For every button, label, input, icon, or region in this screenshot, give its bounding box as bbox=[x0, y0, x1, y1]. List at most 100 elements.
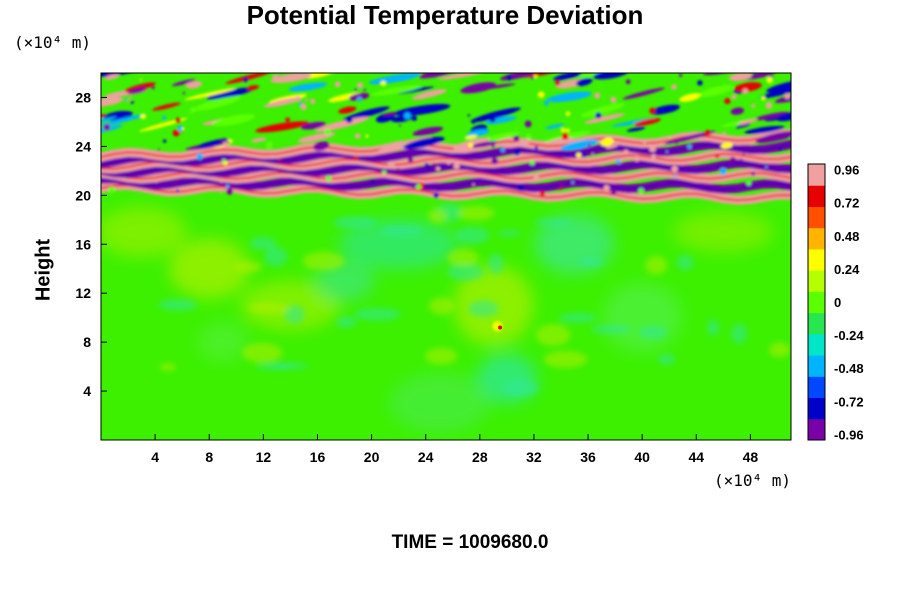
wave-streak bbox=[315, 116, 369, 132]
speckle bbox=[219, 191, 222, 194]
lower-region-variations bbox=[101, 207, 774, 434]
y-tick-label: 24 bbox=[75, 138, 91, 154]
speckle bbox=[220, 139, 224, 143]
speckle bbox=[649, 107, 656, 115]
speckle bbox=[610, 189, 617, 196]
wave-streak bbox=[626, 126, 646, 132]
speckle bbox=[295, 96, 301, 102]
speckle bbox=[427, 166, 431, 170]
speckle bbox=[739, 158, 744, 163]
eddy bbox=[535, 218, 572, 227]
eddy bbox=[335, 316, 357, 328]
colorbar-swatch bbox=[808, 270, 825, 292]
speckle bbox=[784, 93, 791, 99]
speckle bbox=[534, 146, 539, 150]
colorbar: 0.96 0.72 0.48 0.24 0 -0.24 -0.48 -0.72 -0.96 bbox=[807, 163, 864, 442]
eddy bbox=[264, 247, 288, 267]
speckle bbox=[565, 128, 570, 133]
speckle bbox=[225, 184, 230, 188]
soft-blob bbox=[314, 260, 375, 301]
wave-streak bbox=[396, 86, 435, 94]
wave-streak bbox=[348, 92, 370, 101]
speckle bbox=[154, 178, 159, 183]
speckle bbox=[674, 140, 678, 144]
speckle bbox=[424, 162, 429, 167]
eddy bbox=[769, 342, 791, 358]
x-tick-label: 16 bbox=[310, 449, 326, 465]
speckle bbox=[219, 178, 224, 183]
wave-streak bbox=[600, 137, 614, 147]
speckle bbox=[491, 143, 495, 148]
eddy bbox=[268, 362, 309, 370]
colorbar-tick-label: -0.72 bbox=[834, 394, 864, 409]
wave-streak bbox=[338, 106, 357, 114]
speckle bbox=[162, 115, 167, 120]
speckle bbox=[746, 181, 752, 186]
speckle bbox=[778, 147, 782, 152]
speckle bbox=[363, 88, 366, 91]
speckle bbox=[524, 120, 532, 128]
wave-streak bbox=[730, 107, 745, 115]
eddy bbox=[677, 254, 694, 271]
speckle bbox=[411, 115, 417, 121]
eddy bbox=[455, 226, 490, 245]
colorbar-frame bbox=[807, 163, 826, 441]
wave-streak bbox=[101, 73, 143, 77]
eddy bbox=[447, 263, 484, 281]
speckle bbox=[587, 143, 591, 147]
speckle bbox=[345, 116, 353, 124]
soft-blob bbox=[101, 207, 187, 258]
wave-streak bbox=[101, 114, 147, 127]
eddy bbox=[302, 251, 345, 271]
soft-blob bbox=[389, 373, 490, 434]
strat-layer-edge bbox=[101, 152, 791, 170]
speckle bbox=[176, 189, 180, 193]
speckle bbox=[398, 124, 401, 127]
wave-streak bbox=[127, 87, 147, 94]
speckle bbox=[595, 112, 602, 119]
strat-layer-edge bbox=[101, 178, 791, 191]
soft-blob bbox=[197, 322, 248, 363]
speckle bbox=[537, 91, 545, 98]
wave-streak bbox=[196, 138, 229, 148]
wave-streak bbox=[464, 135, 478, 140]
speckle bbox=[737, 183, 743, 189]
speckle bbox=[403, 112, 411, 120]
colorbar-swatch bbox=[808, 206, 825, 229]
wave-streak bbox=[584, 113, 626, 124]
speckle bbox=[724, 97, 731, 105]
speckle bbox=[325, 175, 332, 182]
eddy bbox=[158, 298, 197, 311]
soft-blob bbox=[240, 280, 341, 331]
speckle bbox=[591, 152, 594, 155]
speckle bbox=[489, 116, 496, 123]
wave-streak bbox=[185, 81, 203, 89]
speckle bbox=[108, 186, 115, 194]
speckle bbox=[480, 182, 485, 188]
speckle bbox=[446, 159, 452, 165]
wave-streak bbox=[225, 73, 272, 85]
y-tick-label: 16 bbox=[75, 236, 91, 252]
eddy bbox=[248, 302, 290, 314]
speckle bbox=[140, 113, 146, 120]
soft-blob bbox=[673, 212, 774, 253]
wave-streak bbox=[206, 87, 255, 100]
speckle bbox=[571, 181, 575, 184]
speckle bbox=[103, 123, 111, 131]
speckle bbox=[742, 88, 749, 95]
speckle bbox=[731, 94, 737, 100]
speckle bbox=[704, 129, 711, 136]
warm-spot-core bbox=[498, 325, 503, 330]
eddy bbox=[535, 324, 571, 347]
wave-streak bbox=[270, 73, 312, 83]
x-tick-label: 36 bbox=[580, 449, 596, 465]
speckle bbox=[679, 73, 683, 77]
eddy bbox=[497, 230, 521, 237]
speckle bbox=[334, 81, 341, 88]
colorbar-tick-label: 0 bbox=[834, 295, 841, 310]
colorbar-swatch bbox=[808, 376, 825, 399]
wave-streak bbox=[460, 82, 497, 94]
speckle bbox=[594, 92, 601, 99]
x-tick-label: 28 bbox=[472, 449, 488, 465]
